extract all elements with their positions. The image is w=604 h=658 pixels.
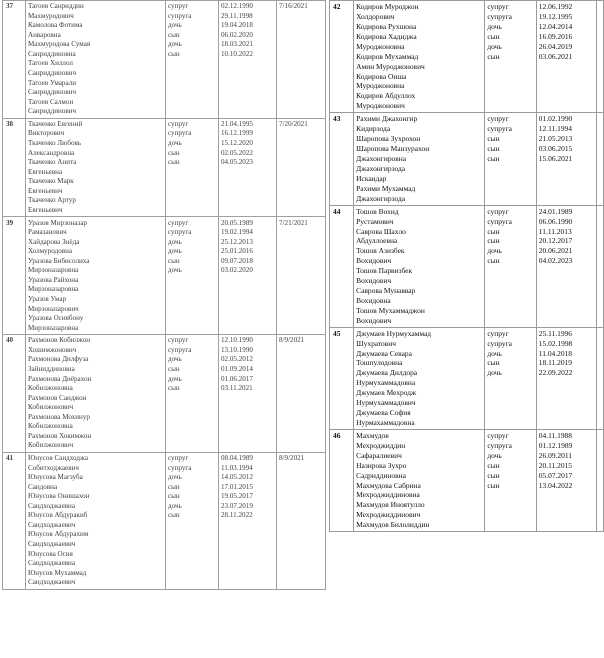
row-birthdates: 21.04.1995 16.12.1999 15.12.2020 02.05.2… [218,117,277,218]
row-record-date: 8/9/2021 [276,451,326,590]
row-birthdates: 12.06.1992 19.12.1995 12.04.2014 16.09.2… [535,0,597,114]
row-birthdates: 24.01.1989 06.06.1990 11.11.2013 20.12.2… [535,204,597,328]
row-relations: супруг супруга дочь сын дочь сын [165,334,219,453]
table-row: 39 Уразов Мирзоназар Рамазанович Хайдаро… [2,216,326,336]
left-page-scan: 37 Тагоев Санриддин Махмуродович Камолов… [2,0,326,590]
row-record-date [595,326,604,430]
row-number: 45 [328,326,355,430]
row-names: Рахими Джахонгир Кидирзода Шаропова Зухр… [353,112,486,206]
row-names: Тошов Вохид Рустамович Саврова Шахло Абд… [353,204,486,328]
row-relations: супруг супруга дочь сын сын [165,117,219,218]
row-names: Кодиров Муроджон Холдорович Кодирова Рух… [353,0,486,114]
registry-table-right: 42 Кодиров Муроджон Холдорович Кодирова … [328,0,604,533]
row-number: 43 [328,112,355,206]
row-number: 46 [328,428,355,533]
row-record-date [595,112,604,206]
table-row: 38 Ткаченко Евгений Викторович Ткаченко … [2,117,326,218]
row-relations: супруг супруга дочь сын дочь сын [165,0,219,119]
table-row: 40 Рахмонов Кобилжон Хошимжонович Рахмон… [2,334,326,453]
row-number: 39 [2,216,26,336]
row-birthdates: 01.02.1990 12.11.1994 21.05.2013 03.06.2… [535,112,597,206]
table-row: 42 Кодиров Муроджон Холдорович Кодирова … [328,0,604,114]
row-number: 44 [328,204,355,328]
table-body-left: 37 Тагоев Санриддин Махмуродович Камолов… [2,0,326,590]
row-record-date: 7/21/2021 [276,216,326,336]
table-row: 41 Юнусов Саидходжа Собитходжаевич Юнусо… [2,451,326,590]
right-page-scan: 42 Кодиров Муроджон Холдорович Кодирова … [302,0,604,658]
row-record-date [595,0,604,114]
row-relations: супруг супруга дочь сын дочь сын [484,0,537,114]
table-row: 37 Тагоев Санриддин Махмуродович Камолов… [2,0,326,119]
row-birthdates: 08.04.1989 11.03.1994 14.05.2012 17.01.2… [218,451,277,590]
row-relations: супруг супруга дочь сын сын сын [484,428,537,533]
row-relations: супруг супруга дочь сын сын дочь сын [165,451,219,590]
row-names: Тагоев Санриддин Махмуродович Камолова Ф… [25,0,166,119]
row-birthdates: 20.05.1989 19.02.1994 25.12.2013 25.01.2… [218,216,277,336]
row-relations: супруг супруга сын сын дочь сын [484,204,537,328]
row-names: Уразов Мирзоназар Рамазанович Хайдарова … [25,216,166,336]
row-number: 41 [2,451,26,590]
row-number: 37 [2,0,26,119]
row-birthdates: 12.10.1990 13.10.1990 02.05.2012 01.09.2… [218,334,277,453]
row-relations: супруг супруга сын сын сын [484,112,537,206]
row-names: Рахмонов Кобилжон Хошимжонович Рахмонова… [25,334,166,453]
row-record-date [595,204,604,328]
row-relations: супруг супруга дочь дочь сын дочь [165,216,219,336]
row-record-date: 7/16/2021 [276,0,326,119]
row-relations: супруг супруга дочь сын дочь [484,326,537,430]
row-birthdates: 02.12.1990 29.11.1998 19.04.2018 06.02.2… [218,0,277,119]
row-birthdates: 25.11.1996 15.02.1998 11.04.2018 18.11.2… [535,326,597,430]
table-row: 46 Махмудов Мехроджиддин Сафаралиевич На… [328,428,604,533]
row-number: 40 [2,334,26,453]
row-record-date: 8/9/2021 [276,334,326,453]
row-names: Джумаев Нурмухаммад Шухратович Джумаева … [353,326,486,430]
table-row: 44 Тошов Вохид Рустамович Саврова Шахло … [328,204,604,328]
row-names: Ткаченко Евгений Викторович Ткаченко Люб… [25,117,166,218]
row-number: 42 [328,0,355,114]
row-number: 38 [2,117,26,218]
row-names: Махмудов Мехроджиддин Сафаралиевич Назир… [353,428,486,533]
row-record-date [595,428,604,533]
row-birthdates: 04.11.1988 01.12.1989 26.09.2011 20.11.2… [535,428,597,533]
registry-table-left: 37 Тагоев Санриддин Махмуродович Камолов… [2,0,326,590]
table-row: 43 Рахими Джахонгир Кидирзода Шаропова З… [328,112,604,206]
table-body-right: 42 Кодиров Муроджон Холдорович Кодирова … [328,0,604,533]
row-names: Юнусов Саидходжа Собитходжаевич Юнусова … [25,451,166,590]
table-row: 45 Джумаев Нурмухаммад Шухратович Джумае… [328,326,604,430]
